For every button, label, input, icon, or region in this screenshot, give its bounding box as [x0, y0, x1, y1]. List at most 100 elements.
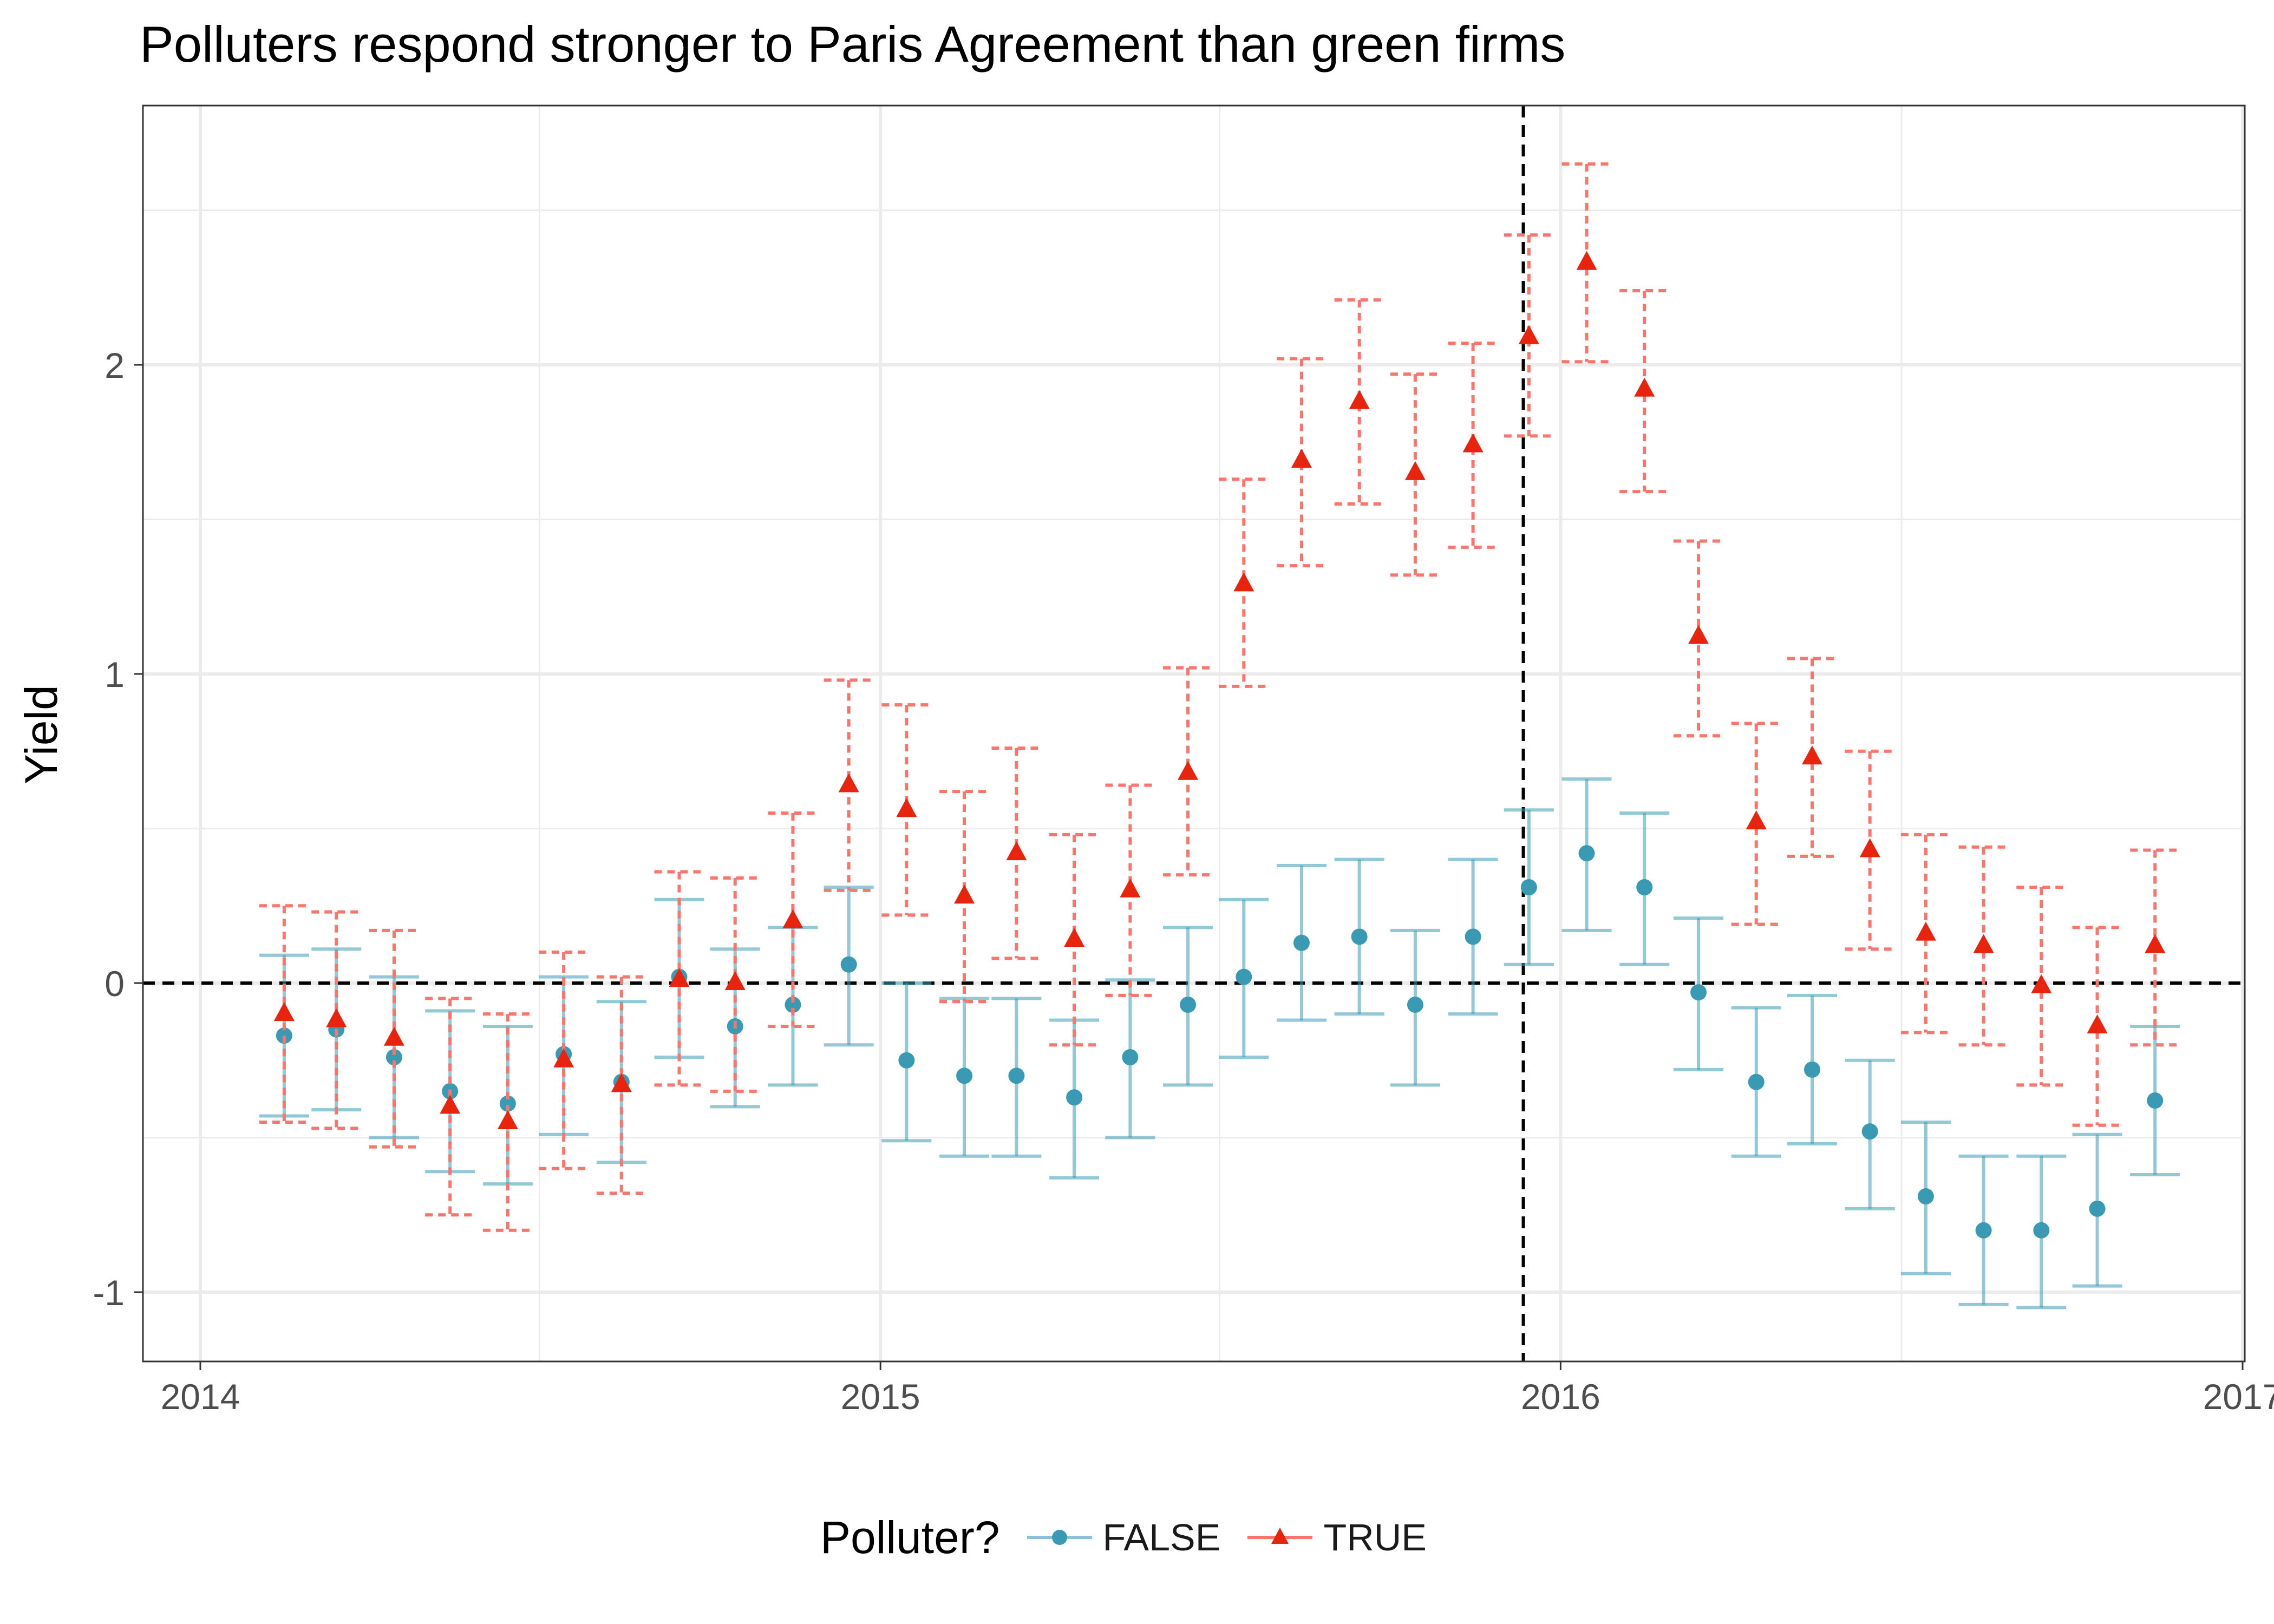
series-true — [259, 162, 2180, 1232]
data-point-circle — [2089, 1200, 2106, 1217]
data-point-triangle — [1064, 928, 1085, 947]
data-point-triangle — [1120, 878, 1141, 898]
data-point-triangle — [1688, 625, 1709, 644]
x-tick-label: 2017 — [2203, 1377, 2274, 1417]
error-bar — [2072, 926, 2122, 1127]
data-point-circle — [1636, 879, 1653, 895]
data-point-triangle — [1915, 921, 1936, 941]
data-point-triangle — [497, 1110, 518, 1129]
y-tick-label: 1 — [104, 654, 125, 695]
error-bar — [1845, 749, 1895, 951]
data-point-circle — [840, 956, 857, 973]
legend-title: Polluter? — [820, 1511, 1000, 1563]
data-point-triangle — [1859, 838, 1880, 857]
data-point-circle — [2147, 1092, 2164, 1109]
error-bar — [1163, 666, 1213, 877]
data-point-triangle — [1973, 934, 1994, 953]
reference-lines — [143, 106, 2245, 1361]
error-bar — [1958, 845, 2009, 1047]
data-point-circle — [1066, 1089, 1083, 1106]
data-point-circle — [1748, 1073, 1765, 1090]
data-point-circle — [499, 1095, 516, 1112]
data-point-circle — [1407, 996, 1423, 1013]
error-bar — [1219, 477, 1269, 688]
data-point-triangle — [896, 798, 917, 817]
data-point-triangle — [1634, 377, 1655, 397]
data-point-triangle — [553, 1048, 574, 1068]
data-point-circle — [1180, 996, 1197, 1013]
legend-key-circle-icon — [1027, 1530, 1092, 1545]
error-bar — [1390, 372, 1440, 577]
data-point-circle — [1578, 845, 1595, 862]
x-tick-label: 2016 — [1521, 1377, 1600, 1417]
x-tick-label: 2014 — [161, 1377, 240, 1417]
y-tick-label: 0 — [104, 964, 125, 1004]
y-axis-label: Yield — [16, 685, 67, 784]
data-point-circle — [1008, 1068, 1025, 1084]
legend-label-false: FALSE — [1102, 1516, 1221, 1558]
data-point-circle — [1236, 968, 1252, 985]
chart-title: Polluters respond stronger to Paris Agre… — [140, 16, 1566, 73]
error-bar — [1276, 357, 1327, 568]
legend: Polluter? FALSE TRUE — [0, 1499, 2274, 1575]
data-point-triangle — [1404, 461, 1426, 480]
error-bar — [1504, 233, 1554, 438]
data-point-circle — [1861, 1123, 1878, 1140]
x-tick-label: 2015 — [841, 1377, 920, 1417]
error-bar — [1448, 342, 1498, 549]
y-tick-label: -1 — [93, 1273, 125, 1313]
data-point-triangle — [611, 1073, 632, 1092]
data-point-triangle — [1576, 251, 1597, 270]
legend-key-triangle-icon — [1247, 1528, 1313, 1544]
data-point-triangle — [782, 909, 803, 928]
error-bar — [1619, 289, 1670, 494]
error-bar — [1731, 722, 1781, 926]
data-point-triangle — [2087, 1014, 2108, 1033]
data-point-triangle — [1291, 449, 1312, 468]
error-bar — [1334, 298, 1384, 506]
error-bar — [1561, 162, 1612, 364]
data-point-circle — [276, 1027, 292, 1044]
data-point-triangle — [838, 773, 859, 793]
data-point-triangle — [1233, 572, 1254, 592]
data-point-triangle — [724, 971, 746, 990]
grid-lines — [143, 106, 2245, 1361]
data-point-triangle — [1349, 390, 1370, 409]
data-point-triangle — [1801, 745, 1822, 765]
data-point-triangle — [954, 885, 975, 904]
data-point-circle — [1293, 934, 1310, 951]
legend-label-true: TRUE — [1323, 1516, 1427, 1558]
data-point-triangle — [1746, 810, 1767, 830]
data-point-triangle — [669, 968, 690, 987]
data-point-circle — [2033, 1222, 2050, 1239]
data-point-triangle — [1518, 325, 1539, 344]
data-point-circle — [1690, 984, 1707, 1001]
data-point-circle — [956, 1068, 973, 1084]
data-point-triangle — [440, 1095, 461, 1114]
data-point-circle — [1520, 879, 1537, 895]
data-point-triangle — [2145, 934, 2166, 953]
error-bar — [2016, 885, 2067, 1087]
error-bar — [1787, 657, 1837, 858]
data-point-triangle — [383, 1026, 404, 1046]
data-point-triangle — [1006, 841, 1027, 861]
panel-border — [142, 104, 2246, 1363]
legend-item-true: TRUE — [1247, 1516, 1427, 1559]
data-point-circle — [1122, 1049, 1139, 1066]
data-point-circle — [385, 1049, 402, 1066]
data-point-circle — [898, 1052, 915, 1069]
data-point-triangle — [1178, 761, 1199, 780]
data-point-circle — [1917, 1188, 1934, 1204]
data-point-circle — [1803, 1061, 1820, 1078]
data-point-triangle — [326, 1008, 347, 1027]
data-point-circle — [1465, 928, 1481, 945]
axis-ticks: -1 0 1 2 2014 2015 2016 2017 — [93, 345, 2274, 1417]
data-point-triangle — [2031, 974, 2052, 993]
data-point-circle — [1975, 1222, 1992, 1239]
legend-item-false: FALSE — [1027, 1516, 1221, 1559]
data-point-triangle — [273, 1002, 295, 1021]
data-series — [259, 162, 2180, 1309]
y-tick-label: 2 — [104, 345, 125, 385]
data-point-triangle — [1462, 433, 1484, 453]
